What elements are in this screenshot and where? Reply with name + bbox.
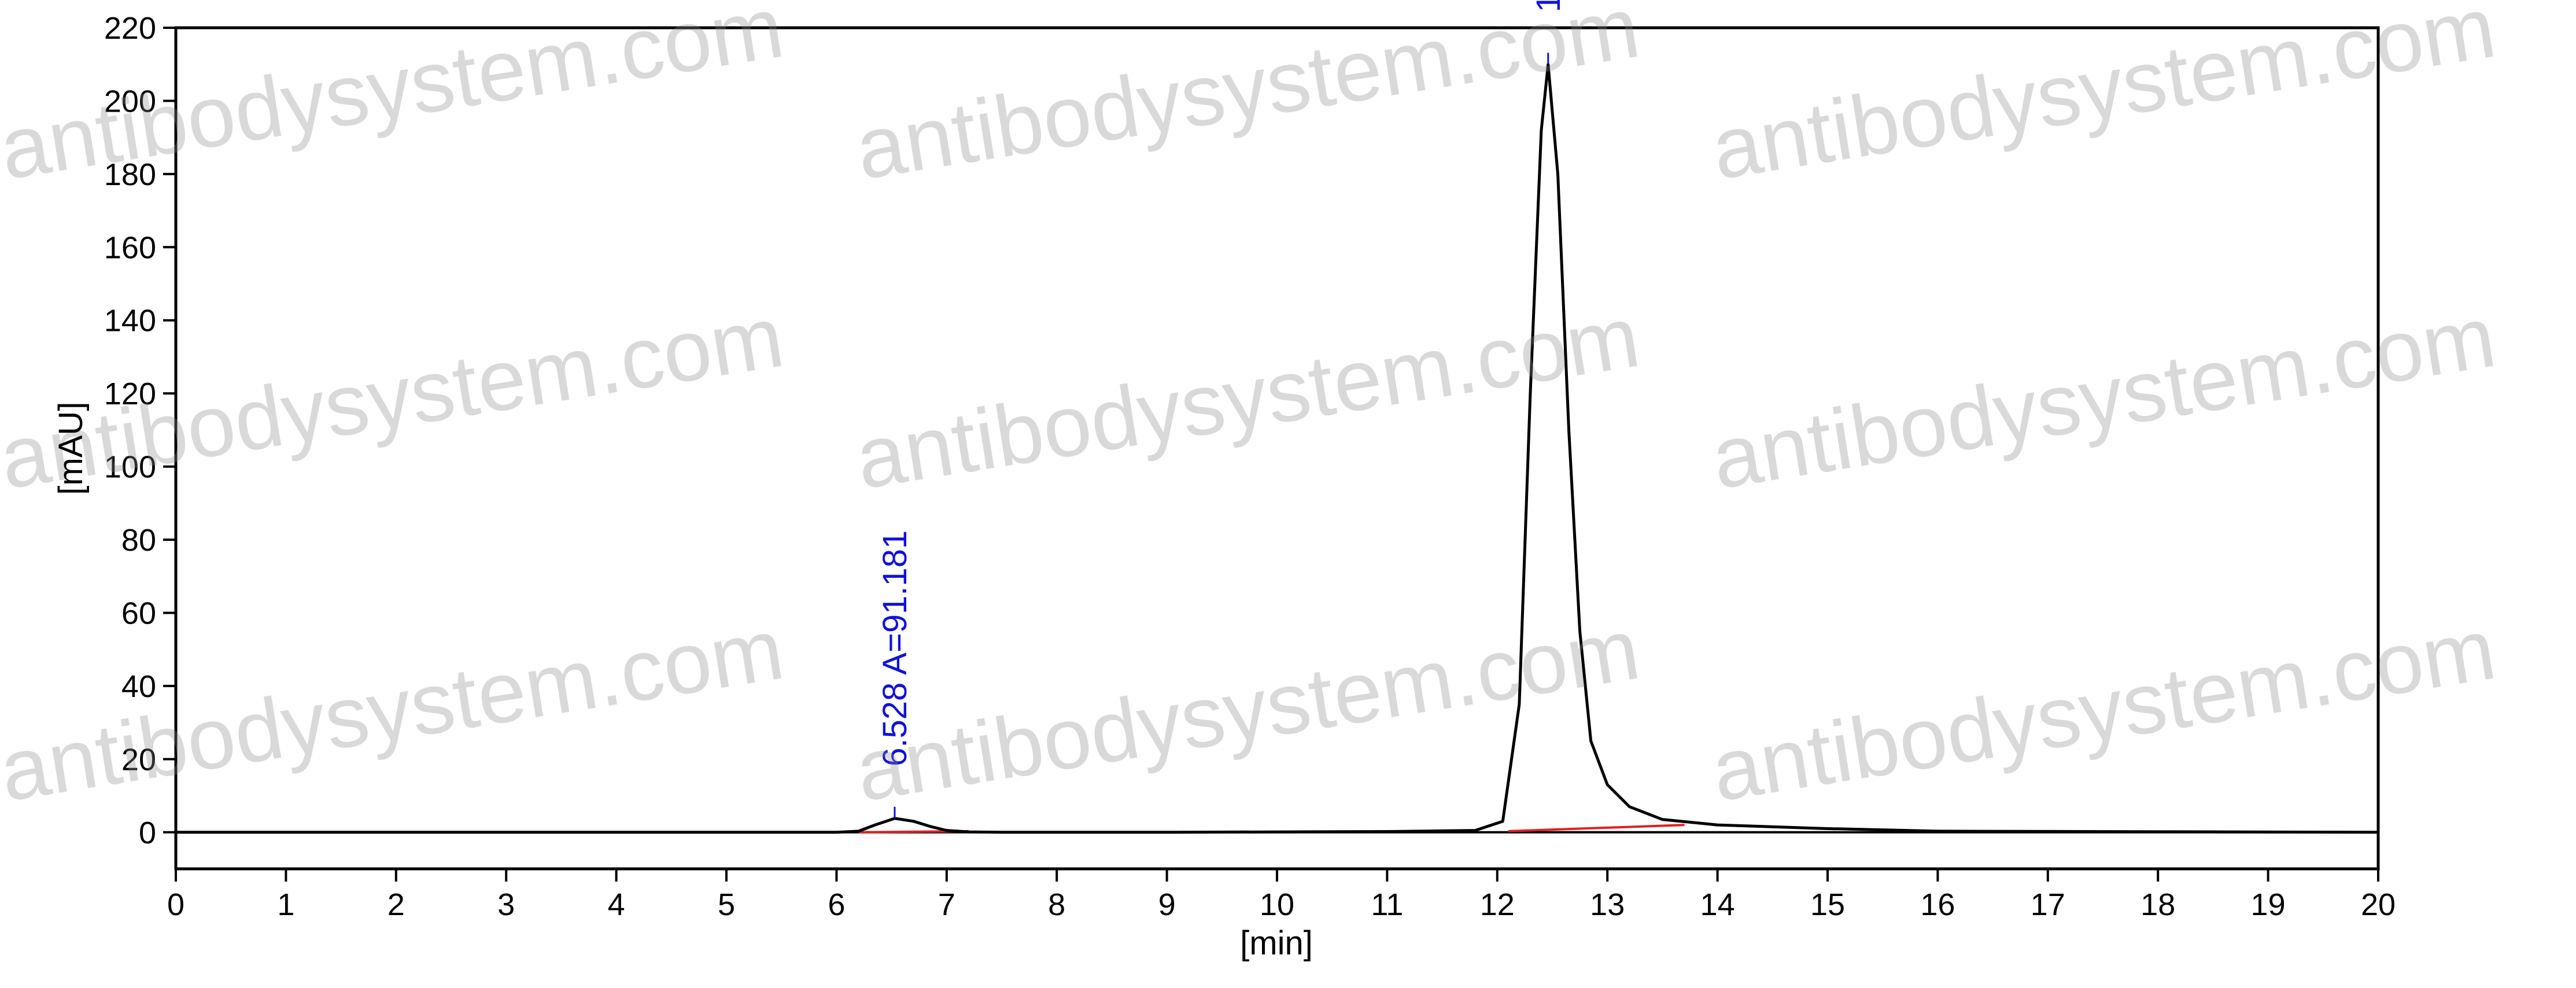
x-tick-label: 1: [277, 887, 294, 922]
x-tick-label: 5: [718, 887, 735, 922]
x-tick-label: 13: [1590, 887, 1625, 922]
x-axis-title: [min]: [1240, 924, 1313, 962]
y-axis-title: [mAU]: [52, 401, 90, 495]
y-tick-label: 80: [121, 523, 156, 558]
signal-line: [176, 62, 2379, 834]
y-tick-label: 200: [104, 84, 156, 119]
x-tick-label: 20: [2361, 887, 2396, 922]
y-tick-label: 60: [121, 596, 156, 631]
x-tick-label: 10: [1260, 887, 1294, 922]
x-tick-label: 16: [1920, 887, 1955, 922]
x-tick-label: 6: [828, 887, 845, 922]
x-tick-label: 14: [1700, 887, 1735, 922]
plot-layer: 0 1 2 3 4 5 6 7 8 9 10 11 12 13 14 15 16 17 18 19 2002040608…: [104, 0, 2396, 922]
watermark-text: antibodysystem.com: [0, 600, 789, 820]
x-tick-label: 12: [1480, 887, 1515, 922]
watermark-text: antibodysystem.com: [850, 600, 1646, 820]
x-tick-label: 19: [2251, 887, 2286, 922]
x-tick-label: 18: [2140, 887, 2175, 922]
x-tick-label: 7: [938, 887, 955, 922]
y-tick-label: 220: [104, 11, 156, 46]
watermark-text: antibodysystem.com: [1706, 287, 2502, 507]
peak-label: 6.528 A=91.181: [876, 530, 914, 766]
integration-baseline: [1508, 824, 1685, 832]
x-tick-label: 4: [608, 887, 625, 922]
x-tick-label: 2: [387, 887, 405, 922]
watermark-text: antibodysystem.com: [850, 0, 1646, 198]
y-tick-label: 160: [104, 230, 156, 265]
x-tick-label: 0: [167, 887, 184, 922]
x-tick-label: 9: [1158, 887, 1176, 922]
y-tick-label: 120: [104, 377, 156, 411]
x-tick-label: 11: [1371, 887, 1403, 922]
watermark-text: antibodysystem.com: [1706, 0, 2502, 198]
x-tick-label: 15: [1810, 887, 1845, 922]
y-tick-label: 0: [139, 816, 156, 850]
y-tick-label: 180: [104, 157, 156, 192]
y-tick-label: 40: [121, 669, 156, 704]
watermark-layer: antibodysystem.com antibodysystem.com anti…: [0, 0, 2501, 820]
x-tick-label: 8: [1048, 887, 1065, 922]
y-tick-label: 100: [104, 450, 156, 485]
peak-label: 12.462 A=4174.294: [1530, 0, 1567, 12]
y-tick-label: 140: [104, 304, 156, 338]
x-tick-label: 17: [2031, 887, 2065, 922]
y-tick-label: 20: [121, 742, 156, 777]
watermark-text: antibodysystem.com: [1706, 600, 2502, 820]
x-tick-label: 3: [497, 887, 515, 922]
